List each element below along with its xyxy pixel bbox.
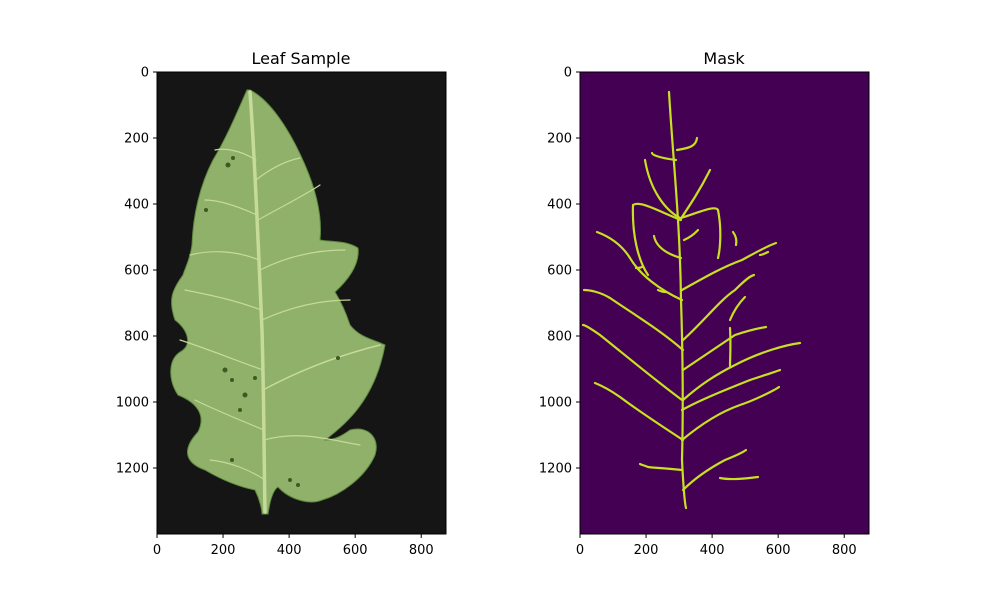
mask-image xyxy=(580,72,869,534)
mask-veins xyxy=(581,90,802,510)
leaf-sample-x-tick-label: 400 xyxy=(277,543,302,558)
mask-panel: Mask xyxy=(539,49,870,559)
leaf-sample-x-tick-label: 200 xyxy=(211,543,236,558)
mask-y-tick-label: 0 xyxy=(564,66,572,81)
leaf-sample-y-tick-label: 200 xyxy=(124,132,149,147)
leaf-sample-x-tick-label: 600 xyxy=(343,543,368,558)
mask-y-tick-label: 400 xyxy=(547,198,572,213)
leaf-sample-y-tick-label: 400 xyxy=(124,198,149,213)
mask-x-tick-label: 600 xyxy=(766,543,791,558)
leaf-sample-title: Leaf Sample xyxy=(252,49,351,68)
leaf-sample-x-tick-label: 800 xyxy=(409,543,434,558)
mask-x-tick-label: 800 xyxy=(832,543,857,558)
leaf-sample-panel: Leaf Sample xyxy=(116,49,447,559)
leaf-sample-y-tick-label: 600 xyxy=(124,264,149,279)
leaf-sample-axes-frame xyxy=(156,71,447,535)
mask-y-tick-label: 800 xyxy=(547,330,572,345)
mask-x-tick-label: 400 xyxy=(700,543,725,558)
leaf-sample-y-tick-label: 800 xyxy=(124,330,149,345)
mask-x-tick-label: 0 xyxy=(576,543,584,558)
mask-title: Mask xyxy=(703,49,745,68)
mask-y-tick-label: 600 xyxy=(547,264,572,279)
leaf-sample-axes: 0 200 400 600 800 0 200 400 600 800 1000 1200 xyxy=(116,66,434,559)
mask-y-tick-label: 1200 xyxy=(539,462,572,477)
leaf-sample-y-tick-label: 1200 xyxy=(116,462,149,477)
leaf-sample-x-tick-label: 0 xyxy=(153,543,161,558)
mask-axes-frame xyxy=(579,71,870,535)
mask-axes: 0 200 400 600 800 0 200 400 600 800 1000 1200 xyxy=(539,66,857,559)
mask-y-tick-label: 200 xyxy=(547,132,572,147)
mask-y-tick-label: 1000 xyxy=(539,396,572,411)
leaf-sample-y-tick-label: 1000 xyxy=(116,396,149,411)
leaf-veins xyxy=(179,90,381,514)
leaf-sample-y-tick-label: 0 xyxy=(141,66,149,81)
mask-x-tick-label: 200 xyxy=(634,543,659,558)
leaf-sample-image xyxy=(157,72,446,534)
leaf-spots xyxy=(204,156,340,487)
leaf-blade xyxy=(170,89,386,515)
